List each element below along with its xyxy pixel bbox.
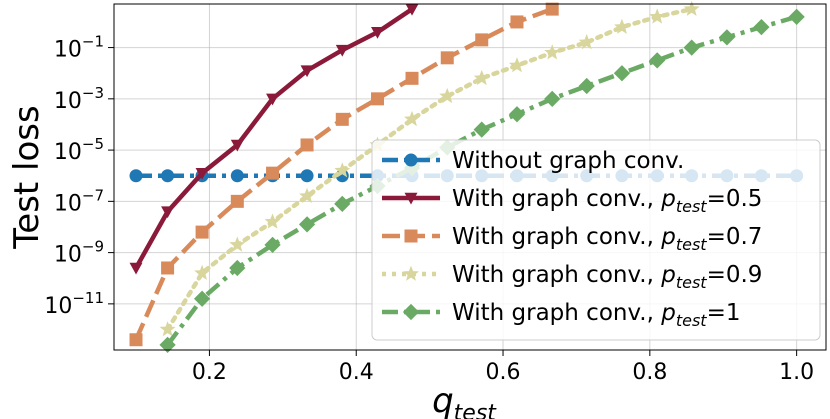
- data-point: [578, 34, 595, 50]
- data-point: [193, 290, 211, 307]
- x-axis: 0.2 0.4 0.6 0.8 1.0: [192, 350, 814, 385]
- x-axis-title-main: q: [432, 381, 454, 419]
- series-3: [129, 2, 559, 347]
- legend-entry: With graph conv., ptest=0.7: [382, 224, 762, 254]
- y-tick-label: 10−1: [54, 33, 104, 63]
- data-point: [129, 333, 143, 347]
- data-point: [683, 39, 700, 56]
- legend-swatch-marker: [403, 265, 419, 281]
- data-point: [264, 236, 281, 254]
- data-point: [230, 139, 244, 152]
- data-point: [509, 57, 525, 73]
- data-point: [266, 166, 280, 180]
- data-point: [195, 167, 209, 180]
- data-point: [161, 261, 175, 275]
- legend-label: With graph conv., ptest=0.7: [452, 224, 762, 254]
- data-point: [404, 110, 420, 127]
- legend-label: With graph conv., ptest=1: [452, 300, 740, 330]
- data-point: [129, 169, 143, 183]
- data-point: [508, 106, 526, 123]
- data-point: [371, 92, 385, 106]
- legend-box: [371, 139, 821, 341]
- x-tick-label: 0.2: [192, 360, 227, 385]
- y-tick-label: 10−7: [54, 186, 104, 216]
- series-2: [129, 3, 419, 275]
- data-point: [439, 87, 456, 104]
- data-point: [230, 169, 244, 183]
- legend-label: With graph conv., ptest=0.9: [452, 262, 762, 292]
- data-point: [194, 264, 211, 280]
- legend-label: Without graph conv.: [452, 148, 684, 174]
- plot-frame: [113, 3, 827, 351]
- data-point: [718, 29, 736, 46]
- data-point: [300, 65, 314, 78]
- x-tick-label: 0.6: [486, 360, 521, 385]
- data-point: [545, 2, 559, 16]
- series-line: [165, 6, 694, 332]
- data-point: [159, 321, 176, 337]
- data-point: [544, 90, 561, 107]
- data-point: [129, 262, 143, 275]
- y-tick-label: 10−5: [54, 135, 104, 165]
- legend-entry: With graph conv., ptest=0.5: [382, 186, 762, 216]
- data-point: [229, 259, 246, 277]
- y-tick-label: 10−3: [54, 84, 104, 114]
- data-point: [159, 336, 176, 353]
- x-tick-label: 0.4: [339, 360, 374, 385]
- data-point: [161, 206, 175, 219]
- data-point: [753, 18, 770, 36]
- legend-swatch-marker: [402, 303, 420, 321]
- y-axis: 10−1 10−3 10−5 10−7 10−9 10−11: [44, 33, 114, 319]
- data-point: [405, 3, 419, 16]
- data-point: [405, 71, 419, 85]
- data-point: [510, 15, 524, 29]
- x-axis-title: qtest: [432, 381, 497, 419]
- y-tick-label: 10−11: [44, 289, 104, 319]
- data-point: [229, 236, 246, 252]
- data-point: [544, 44, 561, 60]
- data-point: [335, 44, 349, 57]
- y-axis-title: Test loss: [7, 105, 47, 249]
- data-point: [649, 8, 666, 24]
- data-point: [371, 26, 385, 39]
- data-point: [473, 121, 490, 138]
- data-point: [266, 93, 280, 106]
- data-point: [649, 52, 666, 69]
- data-point: [335, 112, 349, 126]
- x-axis-title-subscript: test: [454, 401, 498, 419]
- data-point: [299, 187, 315, 203]
- data-point: [440, 51, 454, 65]
- data-point: [334, 162, 351, 178]
- y-tick-label: 10−9: [54, 238, 104, 268]
- series-layer: [129, 0, 805, 353]
- data-point: [298, 216, 316, 233]
- data-point: [614, 18, 630, 34]
- data-point: [475, 33, 489, 47]
- legend-entry: With graph conv., ptest=1: [382, 300, 740, 330]
- x-tick-label: 0.8: [632, 360, 667, 385]
- data-point: [788, 8, 805, 25]
- data-point: [613, 65, 631, 82]
- legend-swatch-marker: [404, 229, 418, 243]
- data-point: [195, 225, 209, 239]
- data-point: [300, 169, 314, 183]
- data-point: [300, 138, 314, 152]
- data-point: [473, 69, 490, 86]
- data-point: [334, 195, 351, 213]
- legend-swatch-marker: [404, 153, 418, 167]
- legend-swatch-marker: [404, 192, 418, 205]
- x-tick-label: 1.0: [779, 360, 814, 385]
- legend-entry: Without graph conv.: [382, 148, 684, 174]
- data-point: [683, 0, 700, 16]
- legend-label: With graph conv., ptest=0.5: [452, 186, 762, 216]
- data-point: [578, 77, 595, 95]
- data-point: [161, 169, 175, 183]
- series-4: [159, 0, 700, 337]
- data-point: [264, 213, 281, 229]
- legend-entry: With graph conv., ptest=0.9: [382, 262, 762, 292]
- data-point: [230, 194, 244, 208]
- legend: Without graph conv. With graph conv., pte…: [371, 139, 821, 341]
